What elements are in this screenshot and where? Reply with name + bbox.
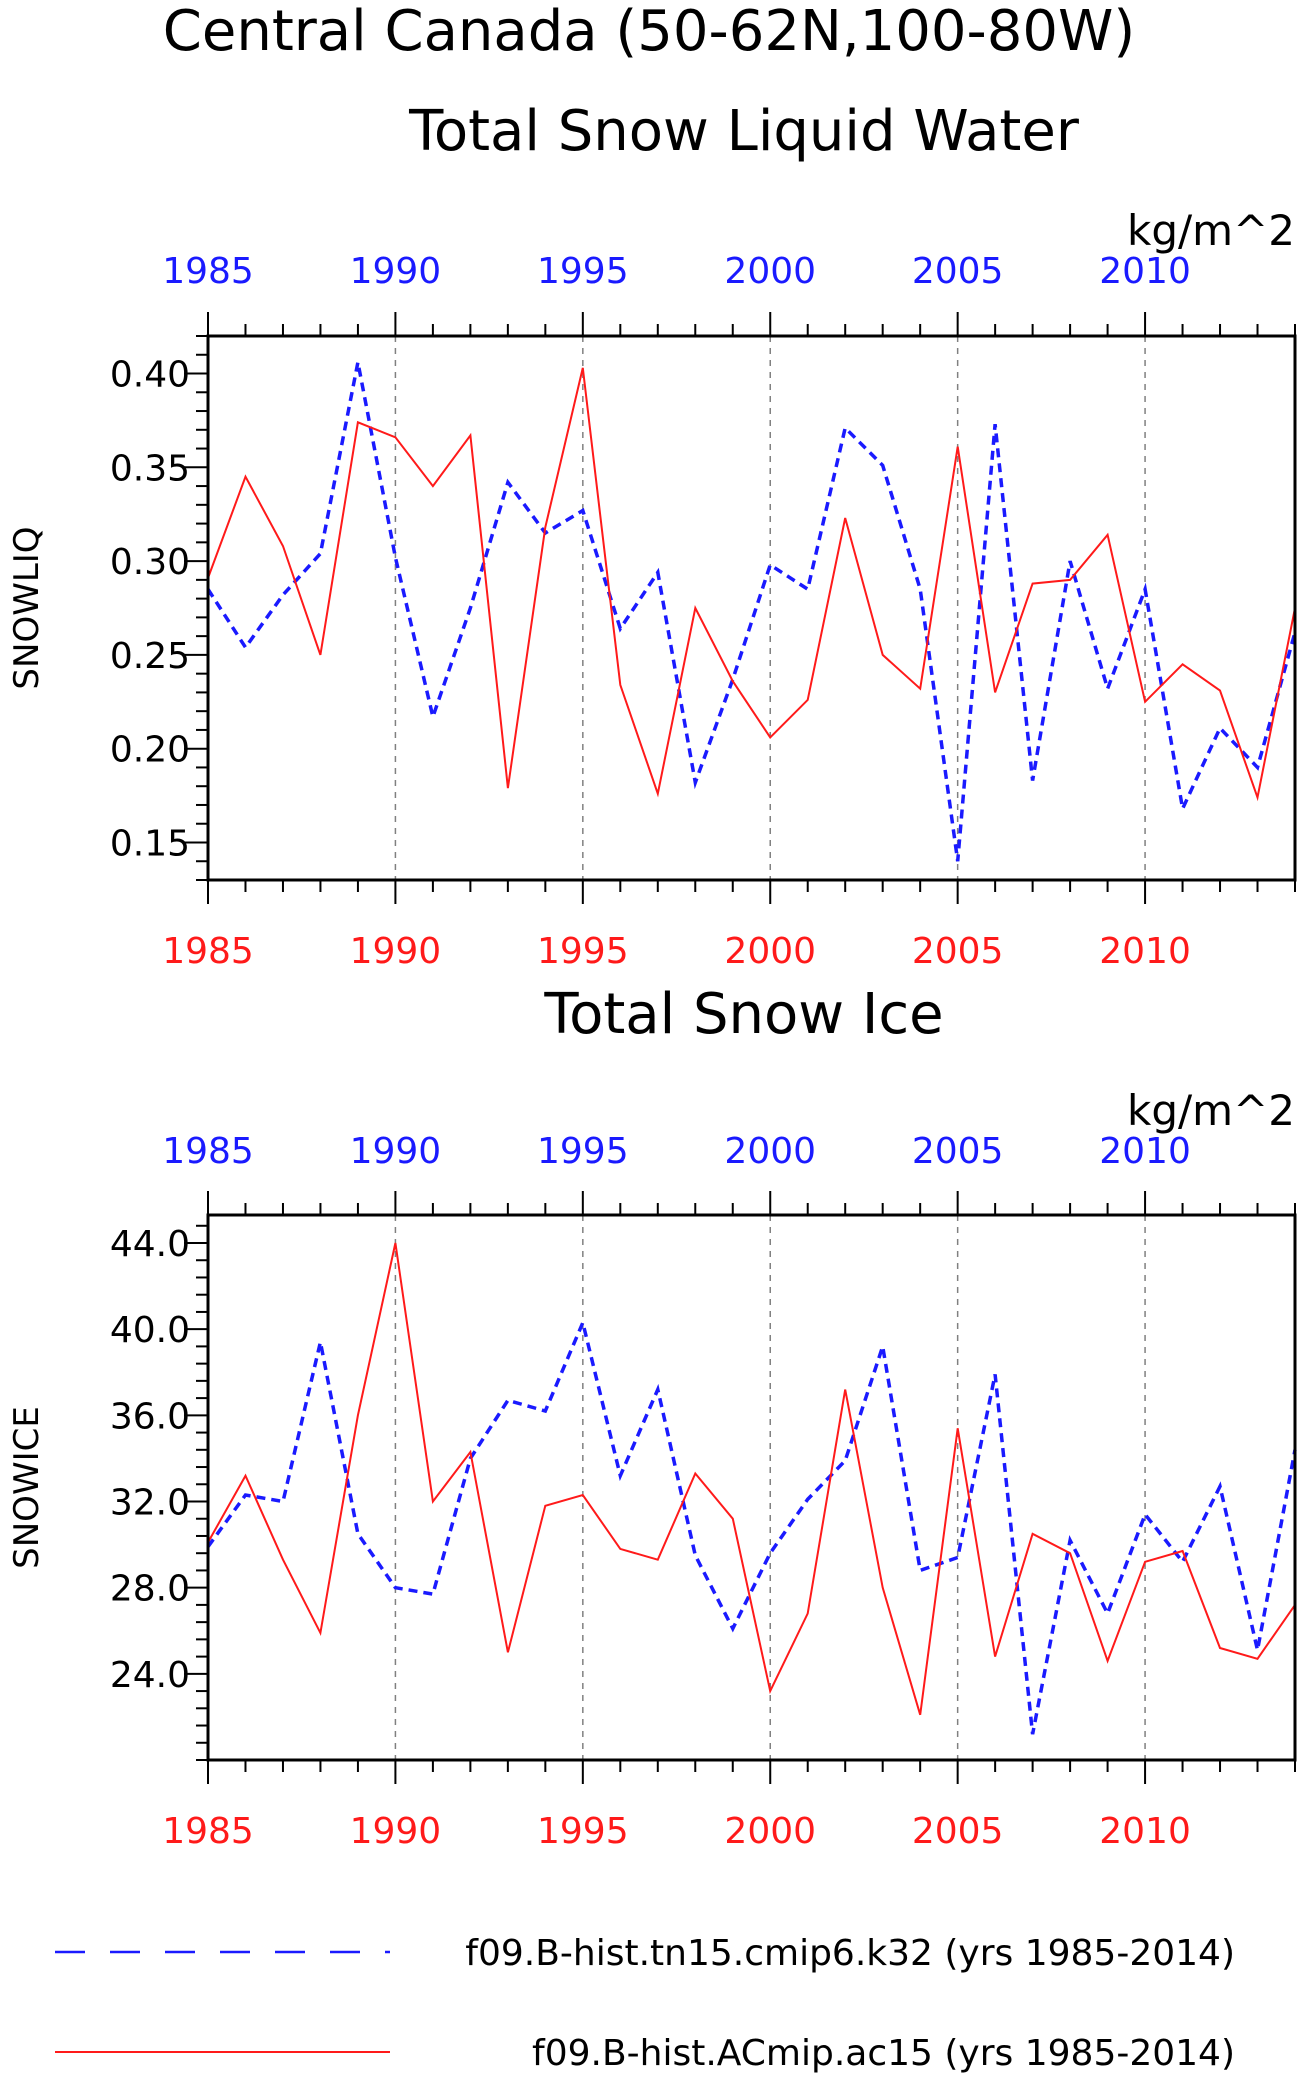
y-tick-label: 44.0	[110, 1224, 190, 1265]
x-tick-label-top: 1985	[162, 251, 254, 292]
y-tick-label: 32.0	[110, 1483, 190, 1524]
x-tick-label-bottom: 1990	[350, 1811, 442, 1852]
y-tick-label: 24.0	[110, 1655, 190, 1696]
x-tick-label-bottom: 1985	[162, 931, 254, 972]
units-label: kg/m^2	[1127, 206, 1295, 255]
x-tick-label-top: 2010	[1099, 1131, 1191, 1172]
chart-panels: Total Snow Liquid Water kg/m^2 SNOWLIQ 1985…	[7, 99, 1297, 1852]
plot-frame	[206, 1213, 1297, 1762]
x-tick-label-bottom: 2005	[912, 1811, 1004, 1852]
chart-title: Total Snow Ice	[543, 982, 943, 1047]
y-tick-label: 0.20	[110, 730, 190, 771]
x-tick-label-top: 1985	[162, 1131, 254, 1172]
x-tick-label-top: 2000	[724, 251, 816, 292]
x-tick-label-top: 1995	[537, 1131, 629, 1172]
series-line-red-solid	[207, 1242, 1296, 1716]
x-tick-label-top: 2000	[724, 1131, 816, 1172]
chart-panel-2: Total Snow Ice kg/m^2 SNOWICE 1985 1985 1990 1…	[7, 982, 1297, 1852]
series-line-red-solid	[207, 367, 1296, 802]
x-tick-label-top: 1990	[350, 1131, 442, 1172]
x-tick-label-bottom: 1985	[162, 1811, 254, 1852]
x-tick-label-top: 2005	[912, 251, 1004, 292]
y-axis-label: SNOWICE	[7, 1406, 47, 1569]
chart-title: Total Snow Liquid Water	[408, 99, 1080, 164]
x-tick-label-bottom: 2000	[724, 1811, 816, 1852]
y-tick-label: 36.0	[110, 1396, 190, 1437]
series-line-blue-dashed	[206, 1317, 1297, 1735]
x-tick-label-bottom: 1995	[537, 931, 629, 972]
figure-title: Central Canada (50-62N,100-80W)	[163, 0, 1135, 64]
legend-label-2: f09.B-hist.ACmip.ac15 (yrs 1985-2014)	[532, 2033, 1235, 2074]
x-tick-label-bottom: 1995	[537, 1811, 629, 1852]
x-tick-label-bottom: 1990	[350, 931, 442, 972]
legend: f09.B-hist.tn15.cmip6.k32 (yrs 1985-2014…	[55, 1933, 1235, 2074]
x-tick-label-top: 1990	[350, 251, 442, 292]
x-tick-label-bottom: 2005	[912, 931, 1004, 972]
legend-label-1: f09.B-hist.tn15.cmip6.k32 (yrs 1985-2014…	[465, 1933, 1235, 1974]
y-tick-label: 0.30	[110, 542, 190, 583]
units-label: kg/m^2	[1127, 1086, 1295, 1135]
y-tick-label: 40.0	[110, 1310, 190, 1351]
chart-panel-1: Total Snow Liquid Water kg/m^2 SNOWLIQ 1985…	[7, 99, 1297, 972]
x-tick-label-bottom: 2000	[724, 931, 816, 972]
y-tick-label: 0.40	[110, 355, 190, 396]
x-tick-label-top: 2010	[1099, 251, 1191, 292]
x-tick-label-top: 2005	[912, 1131, 1004, 1172]
plot-frame	[206, 334, 1297, 882]
y-axis-label: SNOWLIQ	[7, 526, 47, 689]
series-line-blue-dashed	[206, 361, 1297, 862]
y-tick-label: 28.0	[110, 1569, 190, 1610]
x-tick-label-bottom: 2010	[1099, 1811, 1191, 1852]
y-tick-label: 0.15	[110, 823, 190, 864]
x-tick-label-top: 1995	[537, 251, 629, 292]
x-tick-label-bottom: 2010	[1099, 931, 1191, 972]
y-tick-label: 0.25	[110, 636, 190, 677]
y-tick-label: 0.35	[110, 448, 190, 489]
